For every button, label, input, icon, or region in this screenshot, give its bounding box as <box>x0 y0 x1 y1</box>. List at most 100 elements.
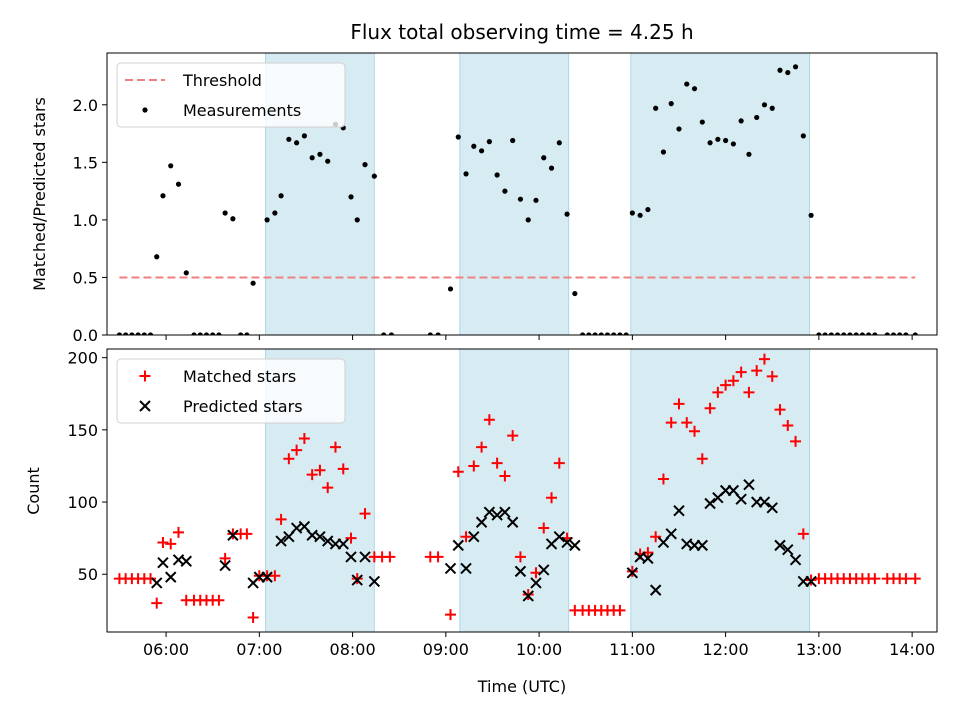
measurement-point <box>586 332 592 335</box>
measurement-point <box>502 188 508 194</box>
measurement-point <box>676 126 682 132</box>
matched-stars-point <box>445 609 457 621</box>
measurement-point <box>912 332 918 335</box>
predicted-stars-point <box>368 575 381 588</box>
matched-stars-point <box>553 457 565 469</box>
measurement-point <box>264 217 270 223</box>
matched-stars-point <box>522 588 534 600</box>
bottom-x-axis-label: Time (UTC) <box>477 677 566 696</box>
matched-stars-point <box>298 433 310 445</box>
bottom-y-tick-label: 150 <box>67 421 98 440</box>
matched-stars-point <box>499 470 511 482</box>
matched-stars-point <box>151 597 163 609</box>
matched-stars-point <box>758 353 770 365</box>
measurement-point <box>897 332 903 335</box>
measurement-point <box>463 171 469 177</box>
predicted-stars-point <box>553 530 566 543</box>
matched-stars-point <box>665 417 677 429</box>
measurement-point <box>556 140 562 146</box>
matched-stars-point <box>384 551 396 563</box>
measurement-point <box>250 280 256 286</box>
x-tick-label: 08:00 <box>330 640 376 659</box>
measurement-point <box>800 133 806 139</box>
predicted-stars-point <box>460 562 472 575</box>
predicted-stars-point <box>805 575 817 588</box>
measurement-point <box>427 332 433 335</box>
matched-stars-point <box>712 386 724 398</box>
matched-stars-point <box>476 441 488 453</box>
bottom-y-tick-label: 200 <box>67 349 98 368</box>
matched-stars-point <box>546 492 558 504</box>
predicted-stars-point <box>561 536 573 549</box>
measurement-point <box>715 136 721 142</box>
legend-measurements-swatch <box>142 107 148 113</box>
matched-stars-point <box>483 414 495 426</box>
measurement-point <box>723 137 729 144</box>
matched-stars-point <box>657 473 669 485</box>
matched-stars-point <box>165 538 177 550</box>
measurement-point <box>371 173 377 179</box>
predicted-stars-point <box>261 571 273 583</box>
measurement-point <box>541 155 547 161</box>
measurement-point <box>517 196 524 202</box>
matched-stars-point <box>720 379 732 391</box>
predicted-stars-point <box>444 562 457 575</box>
measurement-point <box>684 81 690 87</box>
x-tick-label: 09:00 <box>423 640 469 659</box>
measurement-point <box>309 155 315 161</box>
measurement-point <box>592 332 598 335</box>
measurement-point <box>141 332 147 335</box>
predicted-stars-point <box>758 496 771 508</box>
bottom-legend-box <box>116 358 346 424</box>
measurement-point <box>645 206 651 213</box>
top-shaded-interval-2 <box>459 52 570 336</box>
x-tick-label: 12:00 <box>703 640 749 659</box>
measurement-point <box>191 332 197 335</box>
matched-stars-point <box>909 573 921 585</box>
matched-stars-point <box>337 463 349 475</box>
measurement-point <box>580 332 586 335</box>
bottom-y-tick-label: 100 <box>67 493 98 512</box>
measurement-point <box>816 332 822 335</box>
measurement-point <box>116 332 123 335</box>
measurement-point <box>691 86 698 92</box>
predicted-stars-point <box>538 564 550 576</box>
measurement-point <box>707 140 713 146</box>
matched-stars-point <box>797 528 809 540</box>
x-tick-label: 13:00 <box>796 640 842 659</box>
measurement-point <box>769 105 775 111</box>
measurement-point <box>238 332 244 335</box>
predicted-stars-point <box>696 539 709 552</box>
measurement-point <box>777 67 783 73</box>
measurement-point <box>754 114 760 121</box>
measurement-point <box>834 332 841 335</box>
measurement-point <box>866 332 872 335</box>
measurement-point <box>637 212 643 218</box>
matched-stars-point <box>269 570 281 582</box>
predicted-stars-point <box>475 516 488 528</box>
matched-stars-point <box>614 604 626 616</box>
predicted-stars-point <box>499 506 511 518</box>
measurement-point <box>222 210 228 216</box>
predicted-stars-point <box>649 584 662 596</box>
legend-matched-swatch <box>139 370 151 382</box>
matched-stars-point <box>145 573 157 585</box>
measurement-point <box>738 118 744 124</box>
measurement-point <box>216 332 222 335</box>
measurement-point <box>730 141 736 147</box>
matched-stars-point <box>626 565 638 577</box>
predicted-stars-point <box>165 571 177 583</box>
measurement-point <box>623 332 629 335</box>
predicted-stars-point <box>452 539 464 552</box>
measurement-point <box>197 332 203 335</box>
top-legend-label: Threshold <box>182 71 262 90</box>
measurement-point <box>388 332 395 335</box>
matched-stars-point <box>314 464 326 476</box>
matched-stars-point <box>538 522 550 534</box>
bottom-legend-label: Predicted stars <box>183 397 303 416</box>
matched-stars-point <box>900 573 912 585</box>
predicted-stars-point <box>789 554 802 566</box>
matched-stars-point <box>869 573 881 585</box>
top-axes-frame <box>106 52 938 336</box>
